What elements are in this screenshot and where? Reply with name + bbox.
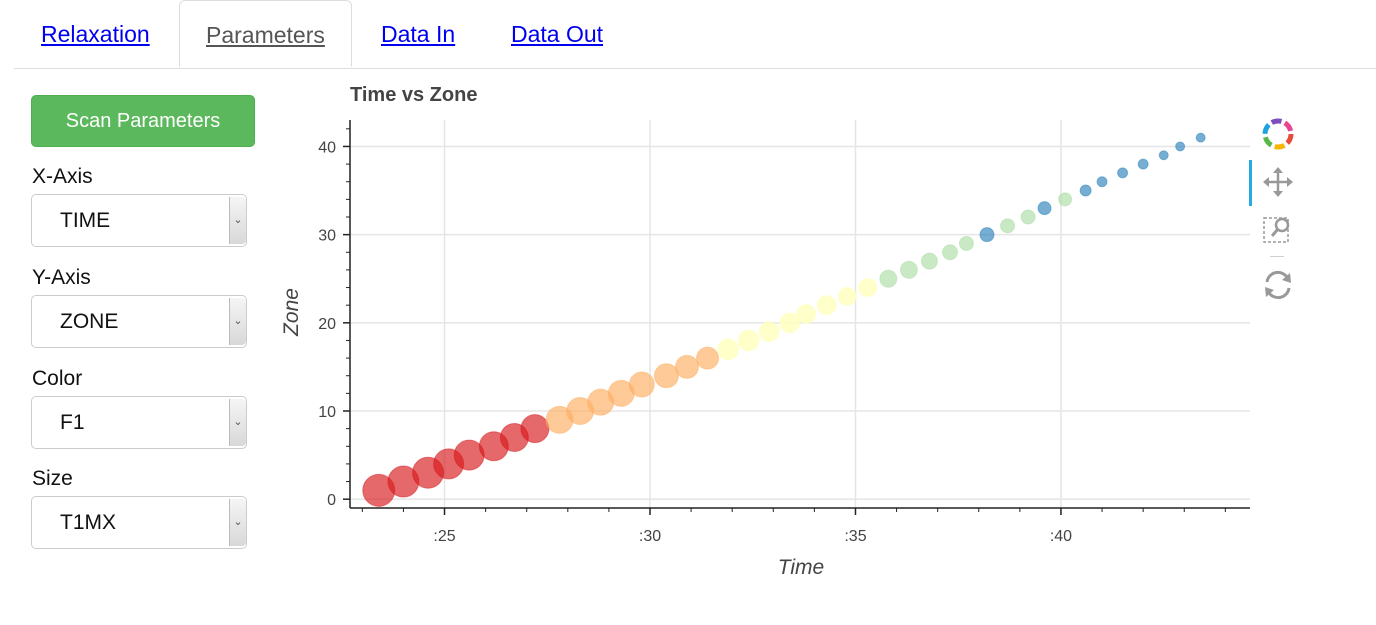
scatter-plot[interactable]: :25 :30 :35 :40 0 10 20 30 40 Time Zone <box>280 110 1260 590</box>
scatter-point <box>816 295 837 316</box>
y-tick-label: 0 <box>327 492 336 509</box>
scatter-point <box>737 329 760 352</box>
active-tool-indicator <box>1249 160 1252 206</box>
x-axis-value: TIME <box>60 209 111 232</box>
scatter-point <box>837 286 857 306</box>
scatter-point <box>920 252 938 270</box>
y-axis-title: Zone <box>280 288 303 337</box>
scatter-point <box>958 235 974 251</box>
color-value: F1 <box>60 411 85 434</box>
scatter-point <box>1195 132 1206 143</box>
x-axis-select[interactable]: TIME ⌄ <box>31 194 247 247</box>
x-axis-title: Time <box>778 556 824 579</box>
x-tick-label: :25 <box>433 528 455 545</box>
scan-parameters-button[interactable]: Scan Parameters <box>31 95 255 147</box>
scatter-point <box>1117 167 1129 179</box>
scatter-point <box>628 371 655 398</box>
y-tick-label: 10 <box>318 404 336 421</box>
plot-axes: :25 :30 :35 :40 0 10 20 30 40 <box>318 120 1250 545</box>
y-axis-label: Y-Axis <box>32 266 91 289</box>
toolbar-divider <box>1270 256 1284 257</box>
scatter-point <box>879 269 898 288</box>
tab-data-in[interactable]: Data In <box>381 21 456 47</box>
chevron-down-icon: ⌄ <box>229 298 246 345</box>
y-tick-label: 30 <box>318 228 336 245</box>
scatter-point <box>942 244 958 261</box>
scatter-point <box>779 312 801 334</box>
size-value: T1MX <box>60 511 117 534</box>
box-zoom-icon[interactable] <box>1260 212 1296 248</box>
y-axis-value: ZONE <box>60 310 119 333</box>
scatter-point <box>796 304 817 324</box>
scatter-point <box>858 278 878 298</box>
scatter-point <box>979 227 995 243</box>
scatter-point <box>758 321 780 343</box>
y-axis-select[interactable]: ZONE ⌄ <box>31 295 247 348</box>
chevron-down-icon: ⌄ <box>229 499 246 546</box>
scatter-point <box>1158 150 1169 161</box>
scatter-point <box>674 354 699 379</box>
scatter-point <box>653 363 679 389</box>
scatter-point <box>899 260 918 279</box>
scatter-point <box>1175 141 1186 152</box>
tab-data-out[interactable]: Data Out <box>511 21 604 47</box>
scatter-point <box>1020 209 1036 225</box>
x-tick-label: :35 <box>844 528 866 545</box>
plot-points <box>362 132 1206 507</box>
color-select[interactable]: F1 ⌄ <box>31 396 247 449</box>
size-select[interactable]: T1MX ⌄ <box>31 496 247 549</box>
scatter-point <box>717 338 740 361</box>
chart-title: Time vs Zone <box>350 84 478 106</box>
scatter-point <box>520 414 550 444</box>
scatter-point <box>1096 176 1108 188</box>
scatter-point <box>1000 218 1016 234</box>
scatter-point <box>1079 184 1092 197</box>
bokeh-logo-icon[interactable] <box>1260 116 1296 152</box>
color-label: Color <box>32 367 83 390</box>
tab-parameters[interactable]: Parameters <box>179 0 352 67</box>
size-label: Size <box>32 467 73 490</box>
tab-bar: Relaxation Parameters Data In Data Out <box>14 0 1376 69</box>
reset-icon[interactable] <box>1260 267 1296 303</box>
scatter-point <box>696 346 720 370</box>
y-tick-label: 20 <box>318 316 336 333</box>
chevron-down-icon: ⌄ <box>229 197 246 244</box>
scatter-point <box>1137 158 1149 170</box>
x-tick-label: :40 <box>1050 528 1072 545</box>
y-tick-label: 40 <box>318 139 336 156</box>
chevron-down-icon: ⌄ <box>229 399 246 446</box>
scatter-point <box>1037 201 1052 216</box>
pan-icon[interactable] <box>1260 164 1296 200</box>
scatter-point <box>1058 192 1073 207</box>
x-axis-label: X-Axis <box>32 165 93 188</box>
x-tick-label: :30 <box>639 528 661 545</box>
tab-relaxation[interactable]: Relaxation <box>41 21 150 47</box>
